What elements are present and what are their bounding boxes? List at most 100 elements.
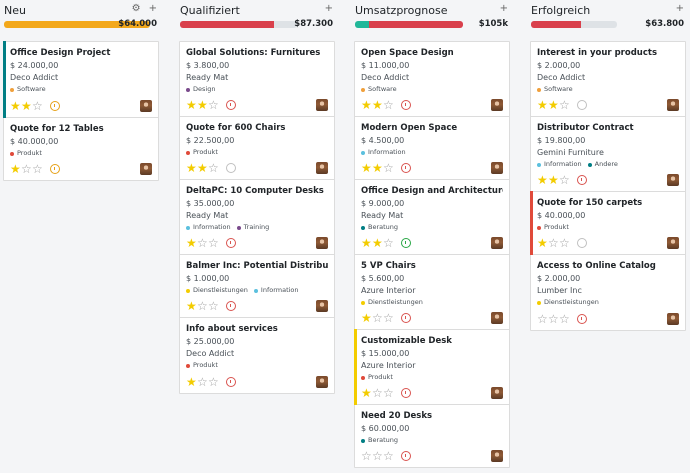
opportunity-card[interactable]: 5 VP Chairs $ 5.600,00 Azure Interior Diens…	[355, 255, 509, 330]
priority-star-icon[interactable]: ★	[361, 98, 372, 112]
priority-star-icon[interactable]: ★	[186, 98, 197, 112]
opportunity-card[interactable]: Modern Open Space $ 4.500,00 Information ★ ★…	[355, 117, 509, 180]
priority-star-icon[interactable]: ★	[197, 98, 208, 112]
activity-clock-icon[interactable]	[226, 238, 236, 248]
opportunity-card[interactable]: Customizable Desk $ 15.000,00 Azure Interi…	[354, 329, 509, 405]
column-progress-bar[interactable]	[180, 21, 297, 28]
priority-star-icon[interactable]: ★	[361, 236, 372, 250]
priority-star-icon[interactable]: ☆	[537, 312, 548, 326]
activity-clock-icon[interactable]	[50, 164, 60, 174]
priority-star-icon[interactable]: ★	[21, 99, 32, 113]
priority-star-icon[interactable]: ★	[537, 236, 548, 250]
opportunity-card[interactable]: Need 20 Desks $ 60.000,00 Beratung ☆ ☆ ☆	[355, 405, 509, 467]
priority-star-icon[interactable]: ★	[537, 173, 548, 187]
priority-star-icon[interactable]: ★	[537, 98, 548, 112]
add-card-button[interactable]: +	[499, 3, 508, 14]
priority-star-icon[interactable]: ★	[186, 375, 197, 389]
activity-clock-icon[interactable]	[401, 238, 411, 248]
activity-clock-icon[interactable]	[401, 388, 411, 398]
priority-star-icon[interactable]: ★	[372, 98, 383, 112]
priority-star-icon[interactable]: ★	[361, 386, 372, 400]
priority-star-icon[interactable]: ★	[10, 99, 21, 113]
activity-clock-icon[interactable]	[577, 238, 587, 248]
priority-star-icon[interactable]: ★	[372, 161, 383, 175]
activity-clock-icon[interactable]	[577, 100, 587, 110]
priority-star-icon[interactable]: ☆	[32, 162, 43, 176]
priority-star-icon[interactable]: ☆	[197, 236, 208, 250]
priority-star-icon[interactable]: ★	[548, 173, 559, 187]
activity-clock-icon[interactable]	[226, 163, 236, 173]
column-progress-bar[interactable]	[4, 21, 150, 28]
add-card-button[interactable]: +	[675, 3, 684, 14]
priority-star-icon[interactable]: ☆	[559, 312, 570, 326]
progress-segment[interactable]	[180, 21, 274, 28]
priority-star-icon[interactable]: ★	[186, 236, 197, 250]
opportunity-card[interactable]: Access to Online Catalog $ 2.000,00 Lumber…	[531, 255, 685, 330]
priority-star-icon[interactable]: ☆	[383, 98, 394, 112]
priority-star-icon[interactable]: ★	[361, 311, 372, 325]
priority-star-icon[interactable]: ☆	[383, 386, 394, 400]
priority-star-icon[interactable]: ☆	[197, 299, 208, 313]
activity-clock-icon[interactable]	[577, 314, 587, 324]
opportunity-card[interactable]: Balmer Inc: Potential Distributor $ 1.000…	[180, 255, 334, 318]
opportunity-card[interactable]: Global Solutions: Furnitures $ 3.800,00 Re…	[180, 42, 334, 117]
priority-star-icon[interactable]: ★	[186, 299, 197, 313]
priority-star-icon[interactable]: ☆	[208, 236, 219, 250]
opportunity-card[interactable]: Quote for 150 carpets $ 40.000,00 Produkt ★…	[530, 191, 685, 255]
opportunity-card[interactable]: Info about services $ 25.000,00 Deco Addic…	[180, 318, 334, 393]
opportunity-card[interactable]: Quote for 12 Tables $ 40.000,00 Produkt ★ ☆ ☆	[4, 118, 158, 180]
column-progress-bar[interactable]	[355, 21, 463, 28]
priority-star-icon[interactable]: ☆	[21, 162, 32, 176]
priority-star-icon[interactable]: ☆	[208, 161, 219, 175]
add-card-button[interactable]: +	[148, 3, 157, 14]
priority-star-icon[interactable]: ★	[372, 236, 383, 250]
opportunity-card[interactable]: Distributor Contract $ 19.800,00 Gemini Fu…	[531, 117, 685, 192]
priority-star-icon[interactable]: ☆	[383, 236, 394, 250]
priority-star-icon[interactable]: ☆	[372, 449, 383, 463]
priority-star-icon[interactable]: ☆	[559, 173, 570, 187]
priority-star-icon[interactable]: ☆	[548, 236, 559, 250]
activity-clock-icon[interactable]	[577, 175, 587, 185]
activity-clock-icon[interactable]	[226, 100, 236, 110]
column-title[interactable]: Qualifiziert	[180, 4, 240, 17]
opportunity-card[interactable]: DeltaPC: 10 Computer Desks $ 35.000,00 Rea…	[180, 180, 334, 255]
column-progress-bar[interactable]	[531, 21, 617, 28]
column-title[interactable]: Neu	[4, 4, 26, 17]
activity-clock-icon[interactable]	[401, 163, 411, 173]
priority-star-icon[interactable]: ☆	[361, 449, 372, 463]
priority-star-icon[interactable]: ★	[361, 161, 372, 175]
priority-star-icon[interactable]: ☆	[559, 236, 570, 250]
priority-star-icon[interactable]: ☆	[208, 375, 219, 389]
activity-clock-icon[interactable]	[50, 101, 60, 111]
activity-clock-icon[interactable]	[226, 301, 236, 311]
activity-clock-icon[interactable]	[401, 313, 411, 323]
add-card-button[interactable]: +	[324, 3, 333, 14]
priority-star-icon[interactable]: ☆	[197, 375, 208, 389]
priority-star-icon[interactable]: ☆	[548, 312, 559, 326]
activity-clock-icon[interactable]	[401, 100, 411, 110]
priority-star-icon[interactable]: ☆	[383, 161, 394, 175]
progress-segment[interactable]	[531, 21, 581, 28]
priority-star-icon[interactable]: ★	[10, 162, 21, 176]
column-title[interactable]: Umsatzprognose	[355, 4, 448, 17]
opportunity-card[interactable]: Office Design and Architecture $ 9.000,00…	[355, 180, 509, 255]
priority-star-icon[interactable]: ☆	[208, 98, 219, 112]
progress-segment[interactable]	[4, 21, 150, 28]
priority-star-icon[interactable]: ☆	[383, 311, 394, 325]
activity-clock-icon[interactable]	[401, 451, 411, 461]
progress-segment[interactable]	[369, 21, 463, 28]
priority-star-icon[interactable]: ☆	[372, 311, 383, 325]
priority-star-icon[interactable]: ☆	[32, 99, 43, 113]
priority-star-icon[interactable]: ★	[186, 161, 197, 175]
opportunity-card[interactable]: Quote for 600 Chairs $ 22.500,00 Produkt ★ ★…	[180, 117, 334, 180]
opportunity-card[interactable]: Interest in your products $ 2.000,00 Deco …	[531, 42, 685, 117]
priority-star-icon[interactable]: ☆	[559, 98, 570, 112]
priority-star-icon[interactable]: ☆	[383, 449, 394, 463]
activity-clock-icon[interactable]	[226, 377, 236, 387]
gear-icon[interactable]: ⚙	[131, 3, 141, 14]
priority-star-icon[interactable]: ★	[197, 161, 208, 175]
progress-segment[interactable]	[355, 21, 370, 28]
priority-star-icon[interactable]: ☆	[372, 386, 383, 400]
opportunity-card[interactable]: Open Space Design $ 11.000,00 Deco Addict S…	[355, 42, 509, 117]
opportunity-card[interactable]: Office Design Project $ 24.000,00 Deco Add…	[3, 41, 158, 118]
